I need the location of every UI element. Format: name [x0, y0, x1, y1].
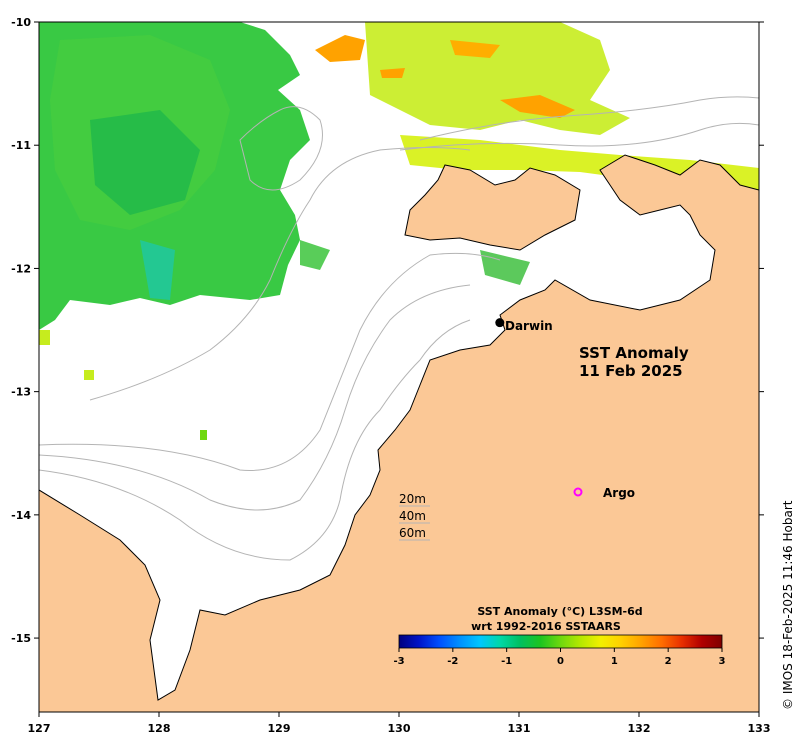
bathymetry-contour-shelf-3 — [419, 96, 759, 141]
depth-legend: 20m 40m 60m — [399, 492, 430, 541]
map-title-line1: SST Anomaly — [579, 344, 689, 362]
x-tick-label: 133 — [748, 722, 771, 735]
bathymetry-contour-shoal — [239, 106, 323, 191]
colorbar-tick-label: 3 — [719, 656, 726, 667]
y-tick-label: -12 — [11, 262, 31, 275]
y-tick-label: -13 — [11, 386, 31, 399]
y-tick-label: -11 — [11, 139, 31, 152]
depth-legend-60m: 60m — [399, 526, 426, 540]
land-mainland — [39, 154, 759, 712]
colorbar-tick-label: 1 — [611, 656, 618, 667]
sst-anomaly-data-layer — [39, 22, 759, 440]
darwin-marker — [495, 318, 505, 328]
sst-field-orange-patch-4 — [380, 68, 405, 78]
colorbar-tick-label: -1 — [501, 656, 512, 667]
colorbar-tick-label: 0 — [557, 656, 564, 667]
sst-field-orange-patch-3 — [500, 95, 575, 118]
x-tick-label: 132 — [628, 722, 651, 735]
depth-legend-40m: 40m — [399, 509, 426, 523]
argo-float-marker — [573, 487, 583, 497]
x-tick-label: 128 — [148, 722, 171, 735]
darwin-label: Darwin — [505, 319, 553, 333]
y-tick-label: -15 — [11, 632, 31, 645]
colorbar-title-line2: wrt 1992-2016 SSTAARS — [471, 620, 621, 633]
x-tick-label: 131 — [508, 722, 531, 735]
colorbar-ticks: -3 -2 -1 0 1 2 3 — [393, 648, 726, 667]
sst-field-patch-a — [300, 240, 330, 270]
depth-legend-20m: 20m — [399, 492, 426, 506]
y-tick-label: -10 — [11, 16, 31, 29]
bathymetry-contour-shelf-1 — [89, 147, 471, 401]
sst-field-orange-patch-1 — [315, 35, 365, 62]
x-tick-label: 130 — [388, 722, 411, 735]
bathymetry-contours — [39, 96, 759, 561]
y-tick-label: -14 — [11, 509, 31, 522]
credit-text: © IMOS 18-Feb-2025 11:46 Hobart — [781, 500, 795, 710]
bathymetry-contour-40m — [39, 284, 471, 511]
colorbar-tick-label: -2 — [447, 656, 458, 667]
bathymetry-contour-shelf-2 — [399, 122, 759, 151]
bathymetry-contour-60m — [39, 252, 501, 471]
argo-label: Argo — [603, 486, 635, 500]
latitude-axis: -10 -11 -12 -13 -14 -15 — [11, 16, 764, 645]
colorbar-title-line1: SST Anomaly (°C) L3SM-6d — [477, 605, 642, 618]
longitude-axis: 127 128 129 130 131 132 133 — [28, 712, 771, 735]
colorbar-tick-label: -3 — [393, 656, 404, 667]
colorbar-tick-label: 2 — [665, 656, 672, 667]
land-layer — [39, 154, 759, 712]
colorbar-gradient — [398, 634, 723, 649]
sst-field-cyan-patch — [140, 240, 175, 300]
x-tick-label: 129 — [268, 722, 291, 735]
sst-field-patch-e — [200, 430, 207, 440]
x-tick-label: 127 — [28, 722, 51, 735]
sst-field-orange-patch-2 — [450, 40, 500, 58]
colorbar: SST Anomaly (°C) L3SM-6d wrt 1992-2016 S… — [393, 605, 725, 667]
map-title-line2: 11 Feb 2025 — [579, 362, 683, 380]
land-bathurst-island — [404, 164, 581, 251]
sst-field-patch-b — [480, 250, 530, 285]
sst-field-northwest-inner — [90, 110, 200, 215]
sst-field-patch-c — [39, 330, 50, 345]
sst-field-patch-d — [84, 370, 94, 380]
bathymetry-contour-20m — [39, 319, 471, 561]
